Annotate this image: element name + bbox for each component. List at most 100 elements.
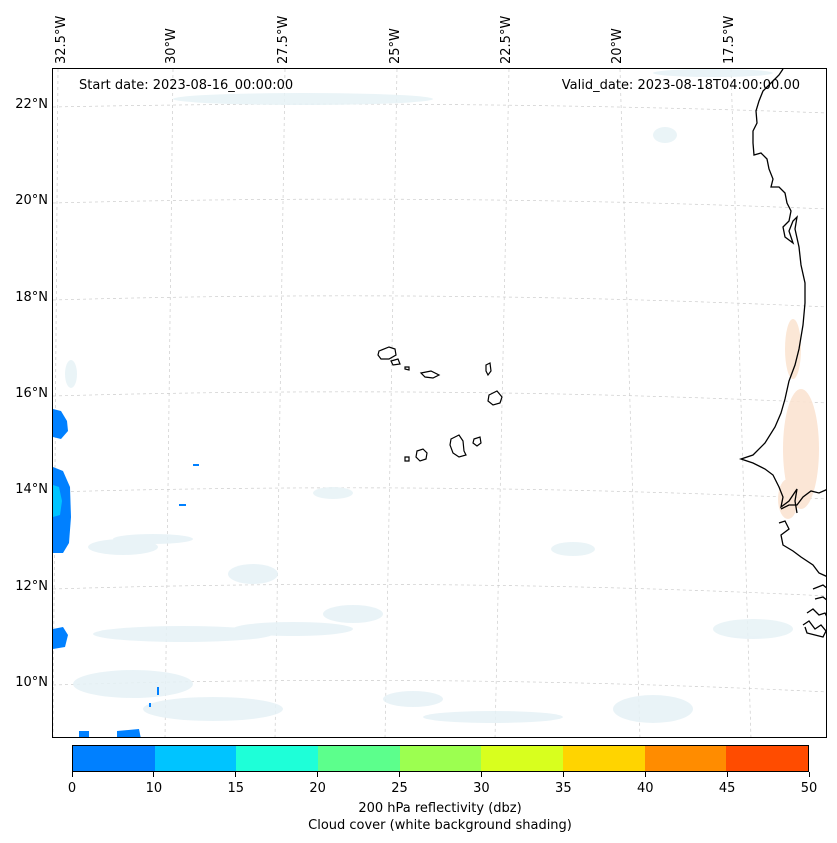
meridian-32-5w — [53, 69, 59, 737]
lat-label-12n: 12°N — [15, 579, 48, 594]
warm-patch — [785, 319, 801, 379]
reflectivity-patch — [53, 485, 62, 517]
colorbar-segment-1 — [154, 746, 237, 771]
cloud-patch — [233, 622, 353, 636]
cloud-patch — [143, 697, 283, 721]
cloud-cover-shading — [65, 69, 793, 723]
coastal-shading — [778, 319, 819, 519]
colorbar-tickmark — [726, 772, 728, 777]
colorbar — [72, 745, 809, 772]
colorbar-tick-label: 30 — [473, 781, 490, 796]
cloud-patch — [173, 93, 433, 105]
map-panel: Start date: 2023-08-16_00:00:00 Valid_da… — [52, 68, 827, 738]
colorbar-tick-label: 40 — [636, 781, 654, 796]
reflectivity-patches — [53, 409, 199, 737]
cloud-patch — [113, 534, 193, 544]
lon-label-30w: 30°W — [164, 28, 179, 64]
colorbar-tickmark — [644, 772, 646, 777]
cloud-patch — [313, 487, 353, 499]
colorbar-subtitle: Cloud cover (white background shading) — [308, 818, 572, 833]
island-sao-vicente — [390, 358, 401, 366]
cloud-patch — [613, 695, 693, 723]
reflectivity-patch — [149, 703, 151, 707]
coastline-guinea-bissau — [778, 520, 826, 577]
lon-label-32-5w: 32.5°W — [54, 15, 69, 64]
cloud-patch — [423, 711, 563, 723]
lat-label-14n: 14°N — [15, 482, 48, 497]
island-sao-nicolau — [419, 370, 441, 379]
coastline-mauritania-senegal — [738, 69, 806, 514]
cloud-patch — [323, 605, 383, 623]
cape-verde-islands — [377, 346, 503, 462]
cloud-patch — [653, 127, 677, 143]
african-coastline — [738, 69, 826, 638]
island-fogo — [415, 448, 428, 462]
parallel-20n — [53, 198, 826, 210]
cloud-patch — [653, 69, 773, 77]
valid-date-label: Valid_date: 2023-08-18T04:00:00.00 — [561, 78, 800, 93]
reflectivity-patch — [179, 504, 186, 506]
colorbar-tickmark — [808, 772, 810, 777]
meridian-25w — [384, 69, 398, 737]
colorbar-tick-label: 25 — [391, 781, 408, 796]
colorbar-segment-2 — [236, 746, 319, 771]
parallel-16n — [53, 391, 826, 404]
cloud-patch — [551, 542, 595, 556]
parallel-14n — [53, 487, 826, 500]
island-santa-luzia — [404, 366, 410, 371]
cloud-patch — [73, 670, 193, 698]
island-sal — [485, 362, 492, 377]
colorbar-tickmark — [235, 772, 237, 777]
colorbar-tick-label: 15 — [227, 781, 245, 796]
coastline-guinea — [802, 584, 826, 638]
meridian-22-5w — [494, 69, 510, 737]
reflectivity-patch — [53, 409, 68, 439]
colorbar-title: 200 hPa reflectivity (dbz) — [358, 801, 522, 816]
warm-patch — [783, 389, 819, 509]
meridian-27-5w — [274, 69, 286, 737]
lon-label-25w: 25°W — [388, 28, 403, 64]
island-santiago — [449, 434, 467, 458]
colorbar-segment-6 — [563, 746, 645, 771]
parallel-22n — [53, 103, 826, 114]
colorbar-tickmark — [153, 772, 155, 777]
colorbar-tickmark — [562, 772, 564, 777]
colorbar-segment-7 — [644, 746, 727, 771]
colorbar-segment-0 — [73, 746, 155, 771]
meridian-20w — [619, 69, 641, 737]
warm-patch — [778, 479, 798, 519]
colorbar-segment-4 — [399, 746, 482, 771]
cloud-patch — [65, 360, 77, 388]
colorbar-tickmark — [71, 772, 73, 777]
parallel-18n — [53, 295, 826, 308]
lon-label-27-5w: 27.5°W — [276, 15, 291, 64]
parallel-12n — [53, 584, 826, 597]
colorbar-tick-label: 50 — [800, 781, 818, 796]
lon-label-22-5w: 22.5°W — [499, 15, 514, 64]
island-boa-vista — [487, 390, 503, 406]
colorbar-tick-label: 10 — [145, 781, 163, 796]
colorbar-segment-8 — [726, 746, 809, 771]
colorbar-tick-label: 35 — [555, 781, 572, 796]
lon-label-17-5w: 17.5°W — [722, 15, 737, 64]
map-canvas — [53, 69, 826, 737]
cloud-patch — [228, 564, 278, 584]
reflectivity-patch — [79, 731, 89, 737]
lon-label-20w: 20°W — [610, 28, 625, 64]
start-date-label: Start date: 2023-08-16_00:00:00 — [79, 78, 294, 93]
reflectivity-patch — [193, 464, 199, 466]
colorbar-tickmark — [317, 772, 319, 777]
lat-label-20n: 20°N — [15, 193, 48, 208]
reflectivity-patch — [157, 687, 159, 695]
cloud-patch — [383, 691, 443, 707]
cloud-patch — [713, 619, 793, 639]
island-brava — [404, 456, 410, 462]
lat-label-10n: 10°N — [15, 675, 48, 690]
colorbar-segment-3 — [318, 746, 400, 771]
colorbar-tickmark — [480, 772, 482, 777]
lat-label-22n: 22°N — [15, 97, 48, 112]
reflectivity-patch — [117, 729, 141, 737]
reflectivity-patch — [53, 627, 68, 649]
colorbar-tick-label: 0 — [67, 781, 77, 796]
colorbar-tick-label: 45 — [718, 781, 736, 796]
